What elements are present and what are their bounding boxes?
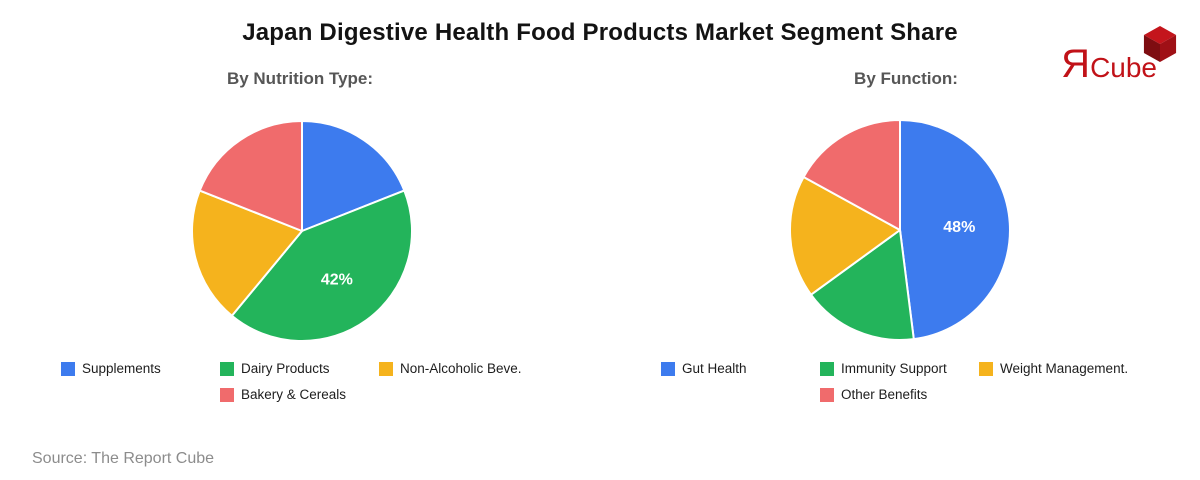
slice-value-label: 48% bbox=[943, 219, 975, 236]
pie-slice-weight-management[interactable] bbox=[789, 176, 901, 296]
legend-swatch bbox=[661, 361, 675, 376]
legend-label: Immunity Support bbox=[841, 361, 947, 376]
pie-slice-dairy-products[interactable] bbox=[230, 189, 414, 343]
legend-label: Weight Management. bbox=[1000, 361, 1129, 376]
cube-3d-icon bbox=[1143, 26, 1177, 62]
page-title: Japan Digestive Health Food Products Mar… bbox=[242, 19, 958, 46]
legend-item-bakery-cereals[interactable]: Bakery & Cereals bbox=[220, 387, 379, 402]
legend-swatch bbox=[820, 387, 834, 402]
chart-subtitle-function: By Function: bbox=[854, 69, 958, 88]
legend-swatch bbox=[61, 361, 75, 376]
pie-chart-nutrition: 42% bbox=[191, 120, 414, 343]
legend-item-supplements[interactable]: Supplements bbox=[61, 361, 220, 376]
pie-slice-bakery-cereals[interactable] bbox=[198, 120, 303, 232]
legend-function: Gut Health Immunity Support Weight Managem… bbox=[661, 361, 1128, 402]
logo-name-text: Cube bbox=[1090, 52, 1157, 83]
legend-swatch bbox=[220, 361, 234, 376]
legend-item-immunity-support[interactable]: Immunity Support bbox=[820, 361, 979, 376]
pie-slice-immunity-support[interactable] bbox=[810, 229, 915, 341]
report-cube-logo: Я Cube bbox=[1061, 44, 1157, 84]
legend-label: Bakery & Cereals bbox=[241, 387, 347, 402]
legend-swatch bbox=[820, 361, 834, 376]
pie-chart-function: 48% bbox=[789, 119, 1011, 341]
pie-slice-other-benefits[interactable] bbox=[802, 119, 901, 231]
pie-slice-supplements[interactable] bbox=[301, 120, 406, 232]
legend-nutrition: Supplements Dairy Products Non-Alcoholic B… bbox=[61, 361, 522, 402]
legend-label: Gut Health bbox=[682, 361, 747, 376]
legend-swatch bbox=[220, 387, 234, 402]
legend-label: Non-Alcoholic Beve. bbox=[400, 361, 522, 376]
legend-label: Supplements bbox=[82, 361, 161, 376]
legend-label: Dairy Products bbox=[241, 361, 330, 376]
logo-mark-letter: Я bbox=[1061, 42, 1091, 86]
legend-item-weight-management[interactable]: Weight Management. bbox=[979, 361, 1128, 376]
legend-swatch bbox=[379, 361, 393, 376]
source-text: Source: The Report Cube bbox=[32, 450, 215, 467]
legend-item-dairy-products[interactable]: Dairy Products bbox=[220, 361, 379, 376]
legend-swatch bbox=[979, 361, 993, 376]
legend-item-non-alcoholic-beve[interactable]: Non-Alcoholic Beve. bbox=[379, 361, 522, 376]
legend-item-other-benefits[interactable]: Other Benefits bbox=[820, 387, 979, 402]
pie-slice-gut-health[interactable] bbox=[899, 119, 1011, 341]
chart-subtitle-nutrition: By Nutrition Type: bbox=[226, 69, 374, 88]
slice-value-label: 42% bbox=[321, 272, 353, 289]
legend-item-gut-health[interactable]: Gut Health bbox=[661, 361, 820, 376]
legend-label: Other Benefits bbox=[841, 387, 928, 402]
pie-slice-non-alcoholic-beve[interactable] bbox=[191, 189, 303, 317]
